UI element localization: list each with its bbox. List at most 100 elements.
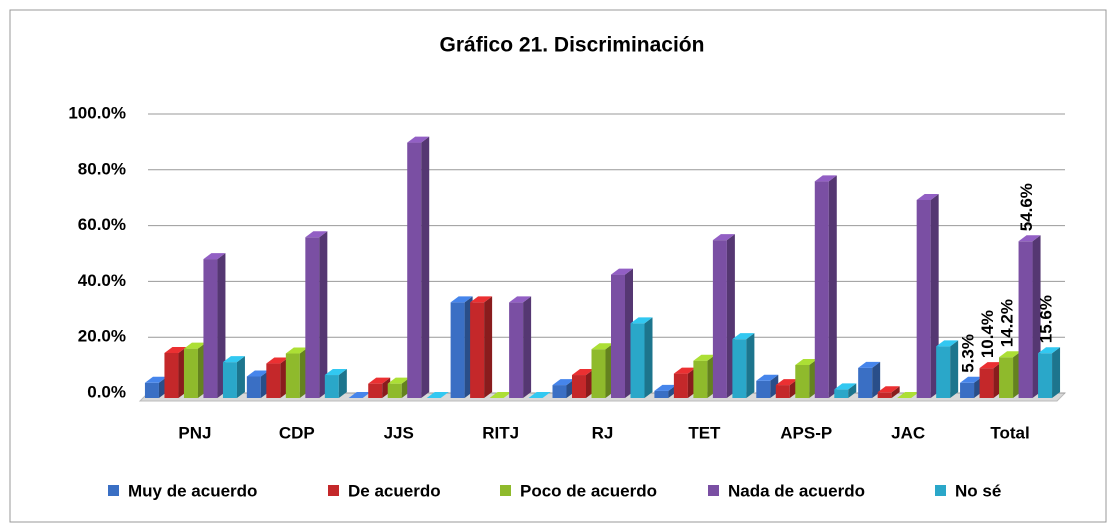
bar-top bbox=[834, 383, 857, 390]
chart-border bbox=[9, 9, 1107, 523]
bar-top bbox=[203, 253, 226, 260]
bar bbox=[246, 370, 269, 398]
bar-front bbox=[509, 302, 524, 398]
bar bbox=[1038, 347, 1061, 398]
bar bbox=[470, 296, 493, 398]
bar-top bbox=[936, 340, 959, 347]
bar-top bbox=[509, 296, 532, 303]
bar-front bbox=[654, 390, 669, 398]
bar-front bbox=[999, 357, 1014, 398]
bar-top bbox=[1038, 347, 1061, 354]
bar-front bbox=[834, 389, 849, 398]
y-tick-label: 20.0% bbox=[78, 327, 126, 346]
legend-label: Muy de acuerdo bbox=[128, 481, 257, 500]
legend-label: De acuerdo bbox=[348, 481, 441, 500]
bar bbox=[489, 392, 512, 398]
bar-front bbox=[407, 142, 422, 398]
bar bbox=[916, 193, 939, 398]
bar-side bbox=[484, 296, 493, 398]
bar-top bbox=[591, 343, 614, 350]
legend-label: Poco de acuerdo bbox=[520, 481, 657, 500]
bar-front bbox=[572, 375, 586, 398]
bar-top bbox=[795, 358, 818, 365]
bar-front bbox=[144, 382, 159, 398]
bar-front bbox=[858, 367, 873, 398]
bar-top bbox=[732, 333, 755, 340]
bar-top bbox=[183, 342, 206, 349]
y-tick-label: 80.0% bbox=[78, 159, 126, 178]
bar-top bbox=[858, 361, 881, 368]
bar bbox=[858, 361, 881, 398]
bar-top bbox=[552, 379, 575, 386]
bar-front bbox=[1018, 241, 1033, 398]
bar-top bbox=[348, 392, 371, 398]
bar-top bbox=[999, 351, 1022, 358]
x-tick-label: RJ bbox=[592, 423, 614, 442]
bar-top bbox=[324, 369, 347, 376]
bar-side bbox=[950, 340, 959, 398]
x-tick-label: APS-P bbox=[780, 423, 832, 442]
bar-side bbox=[1052, 347, 1061, 398]
bar-front bbox=[936, 346, 951, 398]
bar-side bbox=[523, 296, 532, 398]
bar bbox=[834, 383, 857, 398]
bar-side bbox=[338, 369, 347, 398]
bar-front bbox=[795, 364, 810, 398]
bar-top bbox=[489, 392, 512, 398]
bar-side bbox=[746, 333, 755, 398]
bar-top bbox=[611, 268, 633, 275]
bar bbox=[814, 175, 837, 398]
chart-title: Gráfico 21. Discriminación bbox=[440, 34, 705, 57]
bar bbox=[450, 296, 473, 398]
data-label: 14.2% bbox=[998, 299, 1017, 347]
bar-front bbox=[222, 362, 237, 398]
bar bbox=[203, 253, 226, 398]
bar-front bbox=[712, 240, 727, 398]
bar bbox=[877, 386, 900, 398]
bar bbox=[897, 392, 920, 398]
bar bbox=[183, 342, 206, 398]
bar-front bbox=[979, 368, 994, 398]
bar bbox=[426, 392, 449, 398]
bar-front bbox=[673, 373, 688, 398]
bar-top bbox=[814, 175, 837, 182]
bar-front bbox=[305, 237, 320, 398]
x-tick-label: JAC bbox=[891, 423, 925, 442]
legend-swatch bbox=[108, 485, 119, 496]
y-tick-label: 0.0% bbox=[87, 382, 126, 401]
legend-label: Nada de acuerdo bbox=[728, 481, 865, 500]
bar bbox=[979, 362, 1002, 398]
bar-side bbox=[236, 356, 245, 398]
bar-top bbox=[470, 296, 493, 303]
bar bbox=[795, 358, 818, 398]
x-tick-label: RITJ bbox=[482, 423, 519, 442]
bar-front bbox=[756, 380, 771, 398]
bar-top bbox=[266, 357, 289, 364]
bar-top bbox=[1018, 235, 1041, 242]
bar bbox=[712, 234, 735, 398]
bar-top bbox=[979, 362, 1002, 369]
x-tick-label: TET bbox=[688, 423, 721, 442]
bar bbox=[693, 354, 716, 398]
bar bbox=[572, 369, 594, 398]
bar-side bbox=[644, 317, 653, 398]
bar bbox=[285, 347, 308, 398]
bar bbox=[164, 346, 187, 398]
bar-side bbox=[848, 383, 857, 398]
bar-top bbox=[877, 386, 900, 393]
bar bbox=[266, 357, 289, 398]
bar-front bbox=[877, 392, 892, 398]
legend-swatch bbox=[500, 485, 511, 496]
bar-front bbox=[324, 375, 339, 398]
y-tick-label: 100.0% bbox=[68, 103, 126, 122]
bar-top bbox=[916, 193, 939, 200]
legend-label: No sé bbox=[955, 481, 1001, 500]
data-label: 10.4% bbox=[978, 310, 997, 358]
x-tick-label: PNJ bbox=[178, 423, 211, 442]
bar-front bbox=[916, 199, 931, 398]
bar-top bbox=[144, 376, 167, 383]
bar bbox=[591, 343, 614, 398]
bar-side bbox=[828, 175, 837, 398]
bar bbox=[630, 317, 653, 398]
